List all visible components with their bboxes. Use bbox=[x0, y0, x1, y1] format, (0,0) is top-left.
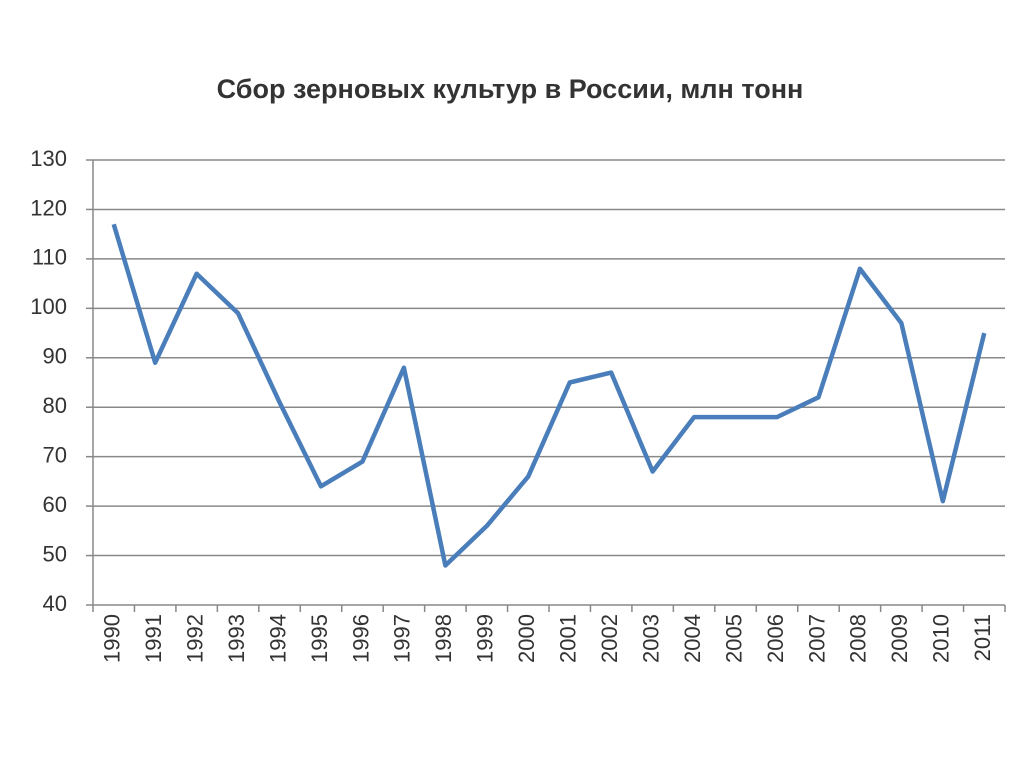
x-tick-label: 2000 bbox=[514, 614, 539, 663]
x-tick-label: 2005 bbox=[721, 614, 746, 663]
x-tick-label: 1990 bbox=[100, 614, 125, 663]
x-tick-label: 2004 bbox=[680, 614, 705, 663]
y-tick-label: 90 bbox=[43, 344, 67, 369]
x-tick-label: 2010 bbox=[929, 614, 954, 663]
chart-title: Сбор зерновых культур в России, млн тонн bbox=[217, 74, 804, 104]
x-tick-label: 2006 bbox=[763, 614, 788, 663]
y-tick-label: 120 bbox=[30, 195, 67, 220]
y-tick-label: 130 bbox=[30, 146, 67, 171]
x-tick-label: 2011 bbox=[970, 614, 995, 661]
x-tick-label: 1994 bbox=[265, 614, 290, 663]
x-tick-label: 1993 bbox=[224, 614, 249, 663]
x-tick-label: 2002 bbox=[597, 614, 622, 663]
y-tick-label: 60 bbox=[43, 492, 67, 517]
x-tick-label: 1996 bbox=[348, 614, 373, 663]
line bbox=[111, 223, 987, 568]
y-tick-label: 40 bbox=[43, 591, 67, 616]
y-tick-label: 70 bbox=[43, 442, 67, 467]
x-tick-label: 1999 bbox=[473, 614, 498, 663]
y-tick-label: 80 bbox=[43, 393, 67, 418]
y-tick-label: 110 bbox=[32, 245, 67, 270]
x-tick-label: 1992 bbox=[182, 614, 207, 663]
x-tick-label: 2001 bbox=[556, 614, 581, 663]
x-tick-label: 2009 bbox=[887, 614, 912, 663]
x-tick-label: 1997 bbox=[390, 614, 415, 663]
y-tick-label: 50 bbox=[43, 541, 67, 566]
x-tick-label: 1995 bbox=[307, 614, 332, 663]
x-tick-label: 1991 bbox=[141, 614, 166, 663]
x-tick-label: 2007 bbox=[804, 614, 829, 663]
y-tick-label: 100 bbox=[30, 294, 67, 319]
x-tick-label: 1998 bbox=[431, 614, 456, 663]
x-tick-label: 2008 bbox=[846, 614, 871, 663]
x-tick-label: 2003 bbox=[638, 614, 663, 663]
